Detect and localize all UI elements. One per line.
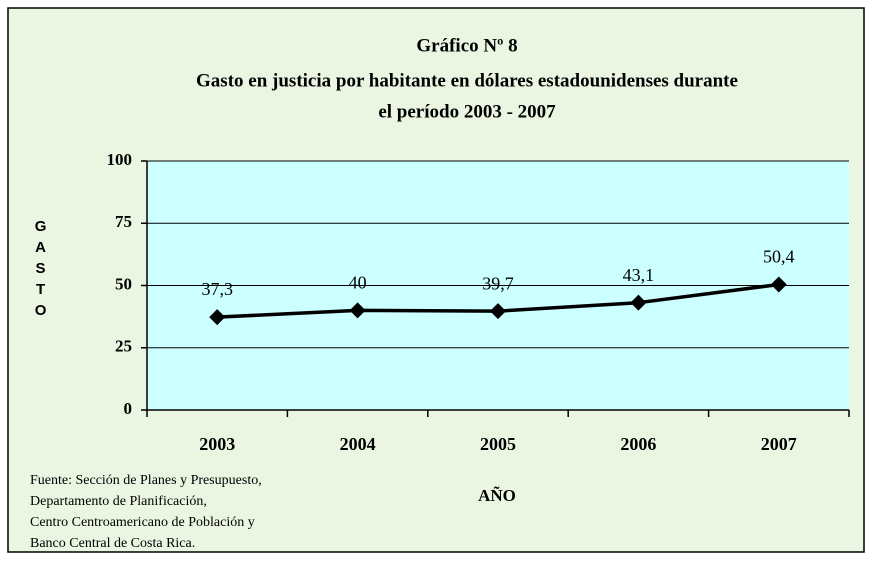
- chart-title: el período 2003 - 2007: [378, 101, 556, 122]
- data-label: 39,7: [482, 273, 514, 293]
- y-tick-label: 0: [124, 399, 133, 418]
- x-tick-label: 2007: [761, 434, 797, 454]
- source-note: Departamento de Planificación,: [30, 494, 207, 509]
- data-point: [490, 303, 506, 320]
- chart-title: Gasto en justicia por habitante en dólar…: [196, 70, 738, 91]
- x-axis-label: AÑO: [478, 486, 516, 505]
- y-axis-label: GASTO: [32, 218, 49, 323]
- y-tick-label: 75: [115, 212, 132, 231]
- data-label: 43,1: [623, 265, 655, 285]
- data-label: 37,3: [201, 279, 233, 299]
- source-note: Centro Centroamericano de Población y: [30, 515, 255, 530]
- data-point: [630, 294, 647, 311]
- x-tick-label: 2004: [340, 434, 376, 454]
- data-label: 40: [349, 273, 367, 293]
- data-point: [349, 302, 366, 319]
- source-note: Fuente: Sección de Planes y Presupuesto,: [30, 473, 262, 488]
- data-point: [209, 309, 226, 326]
- x-tick-label: 2005: [480, 434, 516, 454]
- source-note: Banco Central de Costa Rica.: [30, 536, 195, 551]
- chart-title: Gráfico Nº 8: [416, 35, 517, 56]
- data-point: [770, 276, 787, 293]
- x-tick-label: 2006: [620, 434, 656, 454]
- x-tick-label: 2003: [199, 434, 235, 454]
- y-tick-label: 25: [115, 337, 132, 356]
- data-label: 50,4: [763, 247, 795, 267]
- y-tick-label: 50: [115, 274, 132, 293]
- y-tick-label: 100: [107, 150, 133, 169]
